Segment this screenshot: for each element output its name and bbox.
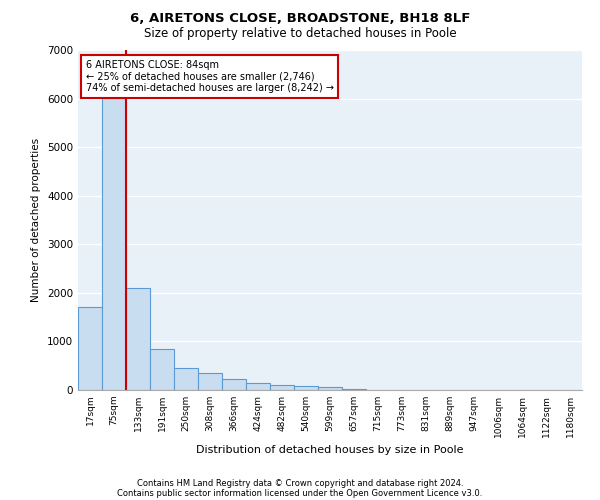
- Bar: [222, 380, 246, 390]
- Bar: [78, 308, 102, 390]
- Bar: [294, 386, 318, 390]
- Text: Contains HM Land Registry data © Crown copyright and database right 2024.: Contains HM Land Registry data © Crown c…: [137, 478, 463, 488]
- Text: Contains public sector information licensed under the Open Government Licence v3: Contains public sector information licen…: [118, 488, 482, 498]
- Bar: [342, 389, 366, 390]
- Bar: [174, 368, 198, 390]
- Bar: [246, 382, 270, 390]
- Text: 6, AIRETONS CLOSE, BROADSTONE, BH18 8LF: 6, AIRETONS CLOSE, BROADSTONE, BH18 8LF: [130, 12, 470, 26]
- Y-axis label: Number of detached properties: Number of detached properties: [31, 138, 41, 302]
- Bar: [198, 373, 222, 390]
- Bar: [126, 288, 150, 390]
- Text: Size of property relative to detached houses in Poole: Size of property relative to detached ho…: [143, 28, 457, 40]
- Bar: [270, 385, 294, 390]
- X-axis label: Distribution of detached houses by size in Poole: Distribution of detached houses by size …: [196, 446, 464, 456]
- Bar: [318, 388, 342, 390]
- Bar: [102, 89, 126, 390]
- Bar: [150, 348, 174, 390]
- Text: 6 AIRETONS CLOSE: 84sqm
← 25% of detached houses are smaller (2,746)
74% of semi: 6 AIRETONS CLOSE: 84sqm ← 25% of detache…: [86, 60, 334, 94]
